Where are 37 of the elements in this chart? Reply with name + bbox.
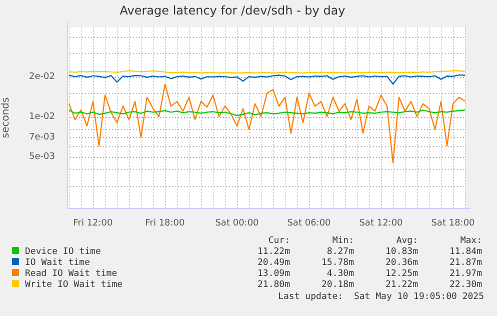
text: Min: xyxy=(331,236,354,247)
text: 21.87m xyxy=(448,258,482,269)
text: Avg: xyxy=(395,236,418,247)
x-tick-label: Sat 00:00 xyxy=(215,218,260,229)
text: 22.30m xyxy=(448,280,482,291)
y-tick-label: 5e-03 xyxy=(29,152,55,162)
text: 21.97m xyxy=(448,269,482,280)
legend-label: Device IO time xyxy=(24,247,102,258)
y-tick-label: 2e-02 xyxy=(29,72,55,82)
legend-label: Write IO Wait time xyxy=(24,280,124,291)
text: 10.83m xyxy=(384,247,418,258)
x-tick-label: Sat 18:00 xyxy=(431,218,476,229)
text: 4.30m xyxy=(326,269,354,280)
text: 21.80m xyxy=(256,280,290,291)
text: 20.18m xyxy=(320,280,354,291)
text: 8.27m xyxy=(326,247,354,258)
text: 12.25m xyxy=(384,269,418,280)
text: Last update: Sat May 10 19:05:00 2025 xyxy=(278,292,484,302)
text: 11.22m xyxy=(256,247,290,258)
x-tick-label: Fri 18:00 xyxy=(145,218,186,229)
y-tick-label: 7e-03 xyxy=(29,132,55,143)
text: Cur: xyxy=(267,236,290,247)
x-tick-label: Sat 12:00 xyxy=(359,218,404,229)
legend-label: IO Wait time xyxy=(24,258,92,269)
text: 15.78m xyxy=(320,258,354,269)
text: 11.84m xyxy=(448,247,482,258)
text: 13.09m xyxy=(256,269,290,280)
x-tick-label: Sat 06:00 xyxy=(287,218,332,229)
chart-title: Average latency for /dev/sdh - by day xyxy=(120,3,346,18)
y-axis-title: seconds xyxy=(0,97,12,138)
text: 20.49m xyxy=(256,258,290,269)
text: Max: xyxy=(459,236,482,247)
legend-label: Read IO Wait time xyxy=(24,269,118,280)
text: 21.22m xyxy=(384,280,418,291)
text: 20.36m xyxy=(384,258,418,269)
x-tick-label: Fri 12:00 xyxy=(73,218,114,229)
y-tick-label: 1e-02 xyxy=(29,112,55,122)
